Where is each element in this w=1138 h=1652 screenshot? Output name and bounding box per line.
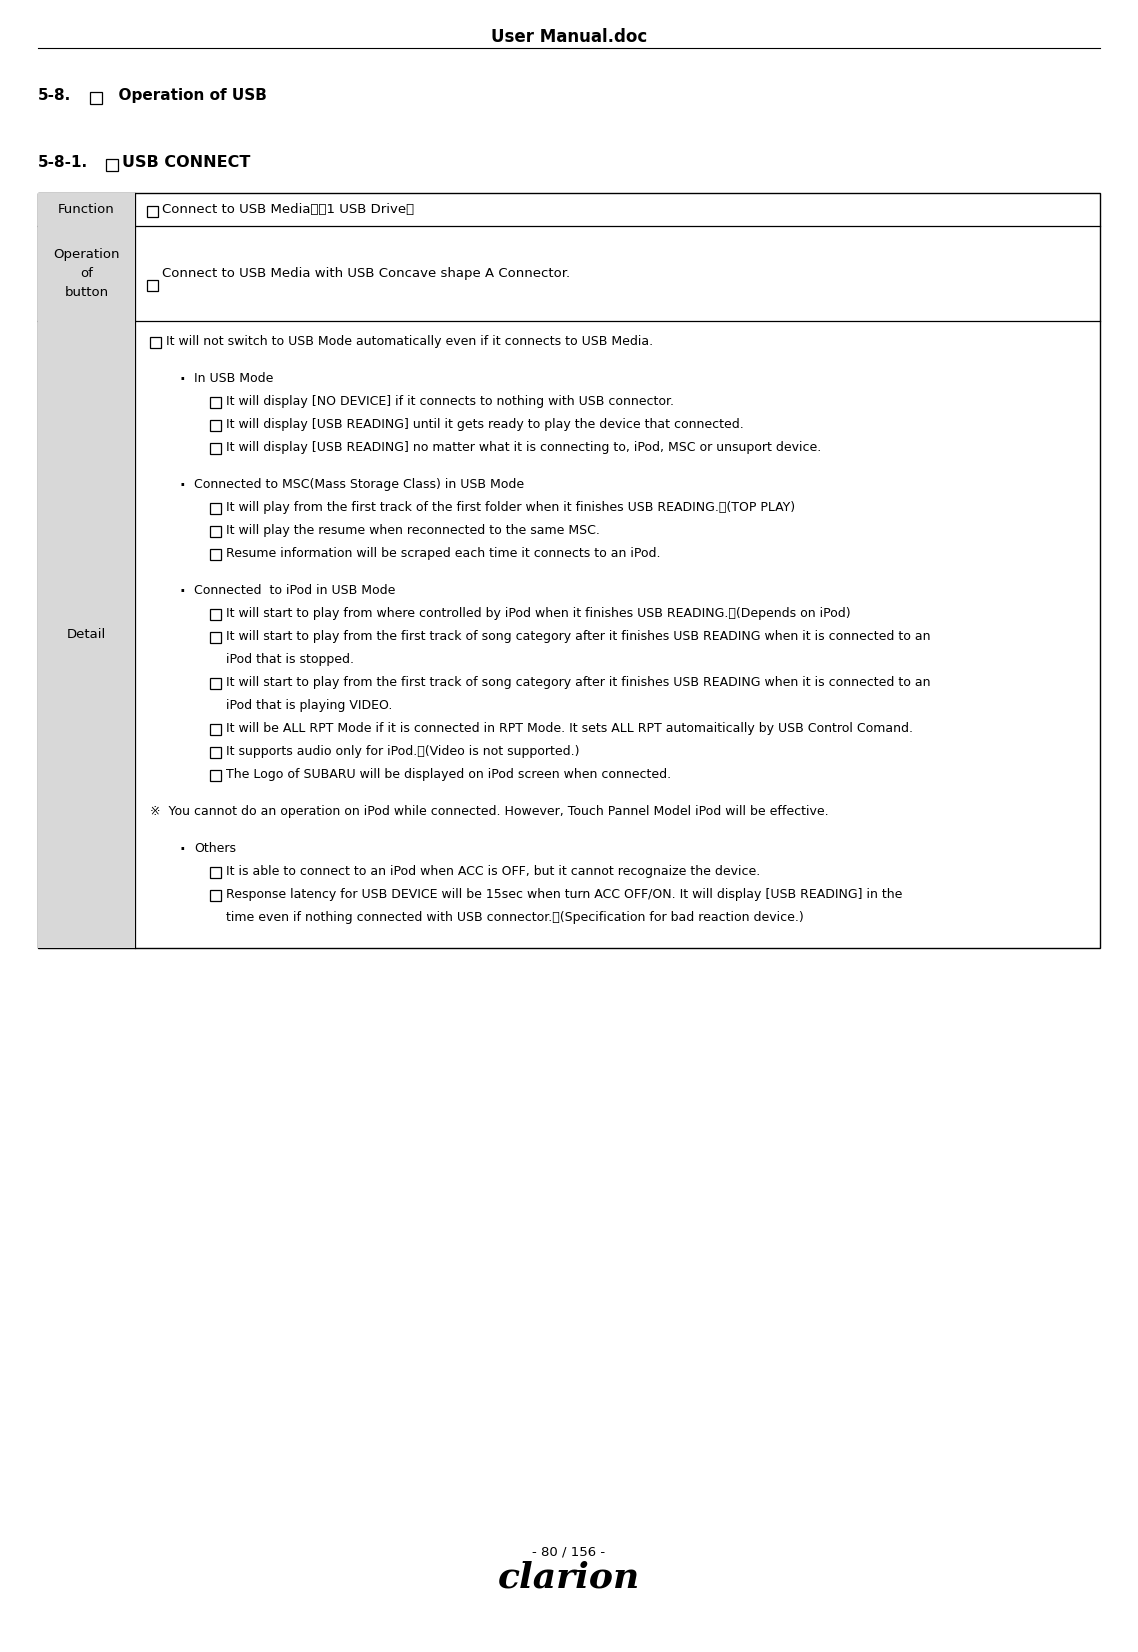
- Text: - 80 / 156 -: - 80 / 156 -: [533, 1546, 605, 1558]
- Bar: [211, 867, 221, 877]
- Bar: [147, 205, 158, 216]
- Bar: [211, 502, 221, 514]
- Text: ·: ·: [180, 843, 185, 857]
- Bar: [147, 279, 158, 291]
- Text: Connected to MSC(Mass Storage Class) in USB Mode: Connected to MSC(Mass Storage Class) in …: [193, 477, 525, 491]
- Text: It will display [USB READING] no matter what it is connecting to, iPod, MSC or u: It will display [USB READING] no matter …: [226, 441, 822, 454]
- Text: USB CONNECT: USB CONNECT: [122, 155, 250, 170]
- Text: Connect to USB Media　（1 USB Drive）: Connect to USB Media （1 USB Drive）: [162, 203, 414, 216]
- Bar: [211, 396, 221, 408]
- Text: It will be ALL RPT Mode if it is connected in RPT Mode. It sets ALL RPT automait: It will be ALL RPT Mode if it is connect…: [226, 722, 913, 735]
- Bar: [211, 610, 221, 620]
- Bar: [38, 320, 135, 948]
- Text: 5-8.: 5-8.: [38, 88, 72, 102]
- Text: It will start to play from the first track of song category after it finishes US: It will start to play from the first tra…: [226, 629, 931, 643]
- Text: It will start to play from where controlled by iPod when it finishes USB READING: It will start to play from where control…: [226, 606, 850, 620]
- Text: User Manual.doc: User Manual.doc: [490, 28, 648, 46]
- Text: Response latency for USB DEVICE will be 15sec when turn ACC OFF/ON. It will disp: Response latency for USB DEVICE will be …: [226, 889, 902, 900]
- Text: It is able to connect to an iPod when ACC is OFF, but it cannot recognaize the d: It is able to connect to an iPod when AC…: [226, 866, 760, 877]
- Bar: [211, 633, 221, 643]
- Bar: [211, 548, 221, 560]
- Text: It will play the resume when reconnected to the same MSC.: It will play the resume when reconnected…: [226, 524, 600, 537]
- Text: It will display [NO DEVICE] if it connects to nothing with USB connector.: It will display [NO DEVICE] if it connec…: [226, 395, 674, 408]
- Bar: [150, 337, 160, 349]
- Text: ·: ·: [180, 372, 185, 387]
- Text: ※  You cannot do an operation on iPod while connected. However, Touch Pannel Mod: ※ You cannot do an operation on iPod whi…: [150, 805, 828, 818]
- Bar: [211, 677, 221, 689]
- Text: time even if nothing connected with USB connector.　(Specification for bad reacti: time even if nothing connected with USB …: [226, 910, 803, 923]
- Bar: [38, 193, 135, 226]
- Text: Resume information will be scraped each time it connects to an iPod.: Resume information will be scraped each …: [226, 547, 660, 560]
- Text: It will not switch to USB Mode automatically even if it connects to USB Media.: It will not switch to USB Mode automatic…: [166, 335, 653, 349]
- Text: Connect to USB Media with USB Concave shape A Connector.: Connect to USB Media with USB Concave sh…: [162, 268, 570, 279]
- Bar: [211, 420, 221, 431]
- Text: The Logo of SUBARU will be displayed on iPod screen when connected.: The Logo of SUBARU will be displayed on …: [226, 768, 671, 781]
- Text: iPod that is playing VIDEO.: iPod that is playing VIDEO.: [226, 699, 393, 712]
- Text: It supports audio only for iPod.　(Video is not supported.): It supports audio only for iPod. (Video …: [226, 745, 579, 758]
- Text: Function: Function: [58, 203, 115, 216]
- Text: It will play from the first track of the first folder when it finishes USB READI: It will play from the first track of the…: [226, 501, 795, 514]
- Text: Connected  to iPod in USB Mode: Connected to iPod in USB Mode: [193, 585, 395, 596]
- Bar: [211, 724, 221, 735]
- Text: iPod that is stopped.: iPod that is stopped.: [226, 653, 354, 666]
- Bar: [90, 93, 102, 104]
- Bar: [211, 770, 221, 781]
- Bar: [211, 443, 221, 454]
- Bar: [38, 226, 135, 320]
- Text: It will display [USB READING] until it gets ready to play the device that connec: It will display [USB READING] until it g…: [226, 418, 744, 431]
- Text: Detail: Detail: [67, 628, 106, 641]
- Text: In USB Mode: In USB Mode: [193, 372, 273, 385]
- Text: It will start to play from the first track of song category after it finishes US: It will start to play from the first tra…: [226, 676, 931, 689]
- Bar: [211, 525, 221, 537]
- Text: ·: ·: [180, 585, 185, 600]
- Bar: [211, 890, 221, 900]
- Text: Operation
of
button: Operation of button: [53, 248, 119, 299]
- Bar: [211, 747, 221, 758]
- Text: ·: ·: [180, 477, 185, 492]
- Bar: [106, 159, 118, 172]
- Bar: [38, 193, 1100, 948]
- Text: 5-8-1.: 5-8-1.: [38, 155, 88, 170]
- Text: clarion: clarion: [497, 1559, 640, 1594]
- Text: Operation of USB: Operation of USB: [108, 88, 267, 102]
- Text: Others: Others: [193, 843, 236, 856]
